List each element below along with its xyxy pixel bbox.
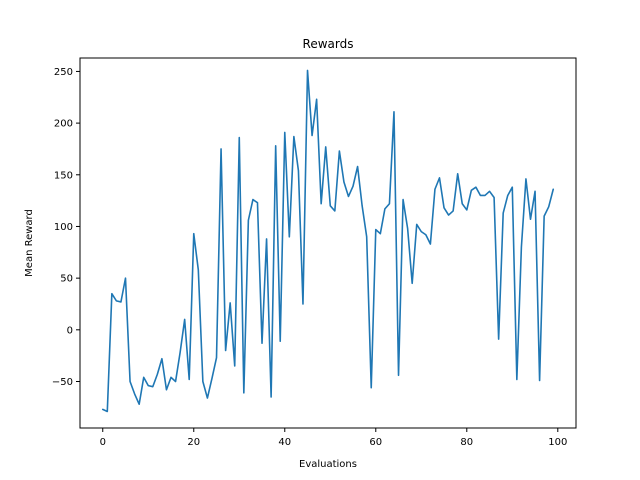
y-tick-label: 50 [60, 274, 73, 285]
axes-border [79, 57, 577, 429]
y-tick-label: 150 [54, 170, 73, 181]
x-tick-label: 0 [100, 437, 106, 448]
series-layer [101, 69, 555, 413]
x-axis: 0 20 40 60 80 100 [100, 428, 567, 448]
x-tick-label: 60 [369, 437, 382, 448]
x-tick-label: 80 [460, 437, 473, 448]
y-tick-label: −50 [52, 377, 73, 388]
y-tick-label: 0 [67, 325, 73, 336]
y-tick-label: 100 [54, 222, 73, 233]
y-tick-label: 200 [54, 119, 73, 130]
x-tick-label: 100 [548, 437, 567, 448]
x-axis-label: Evaluations [299, 459, 357, 470]
x-tick-label: 20 [187, 437, 200, 448]
x-tick-label: 40 [278, 437, 291, 448]
series-line [101, 69, 555, 413]
axes-frame [79, 57, 577, 429]
y-axis: −50 0 50 100 150 200 250 [52, 67, 80, 388]
y-axis-label: Mean Reward [24, 209, 35, 277]
chart-title: Rewards [303, 37, 354, 51]
y-tick-label: 250 [54, 67, 73, 78]
